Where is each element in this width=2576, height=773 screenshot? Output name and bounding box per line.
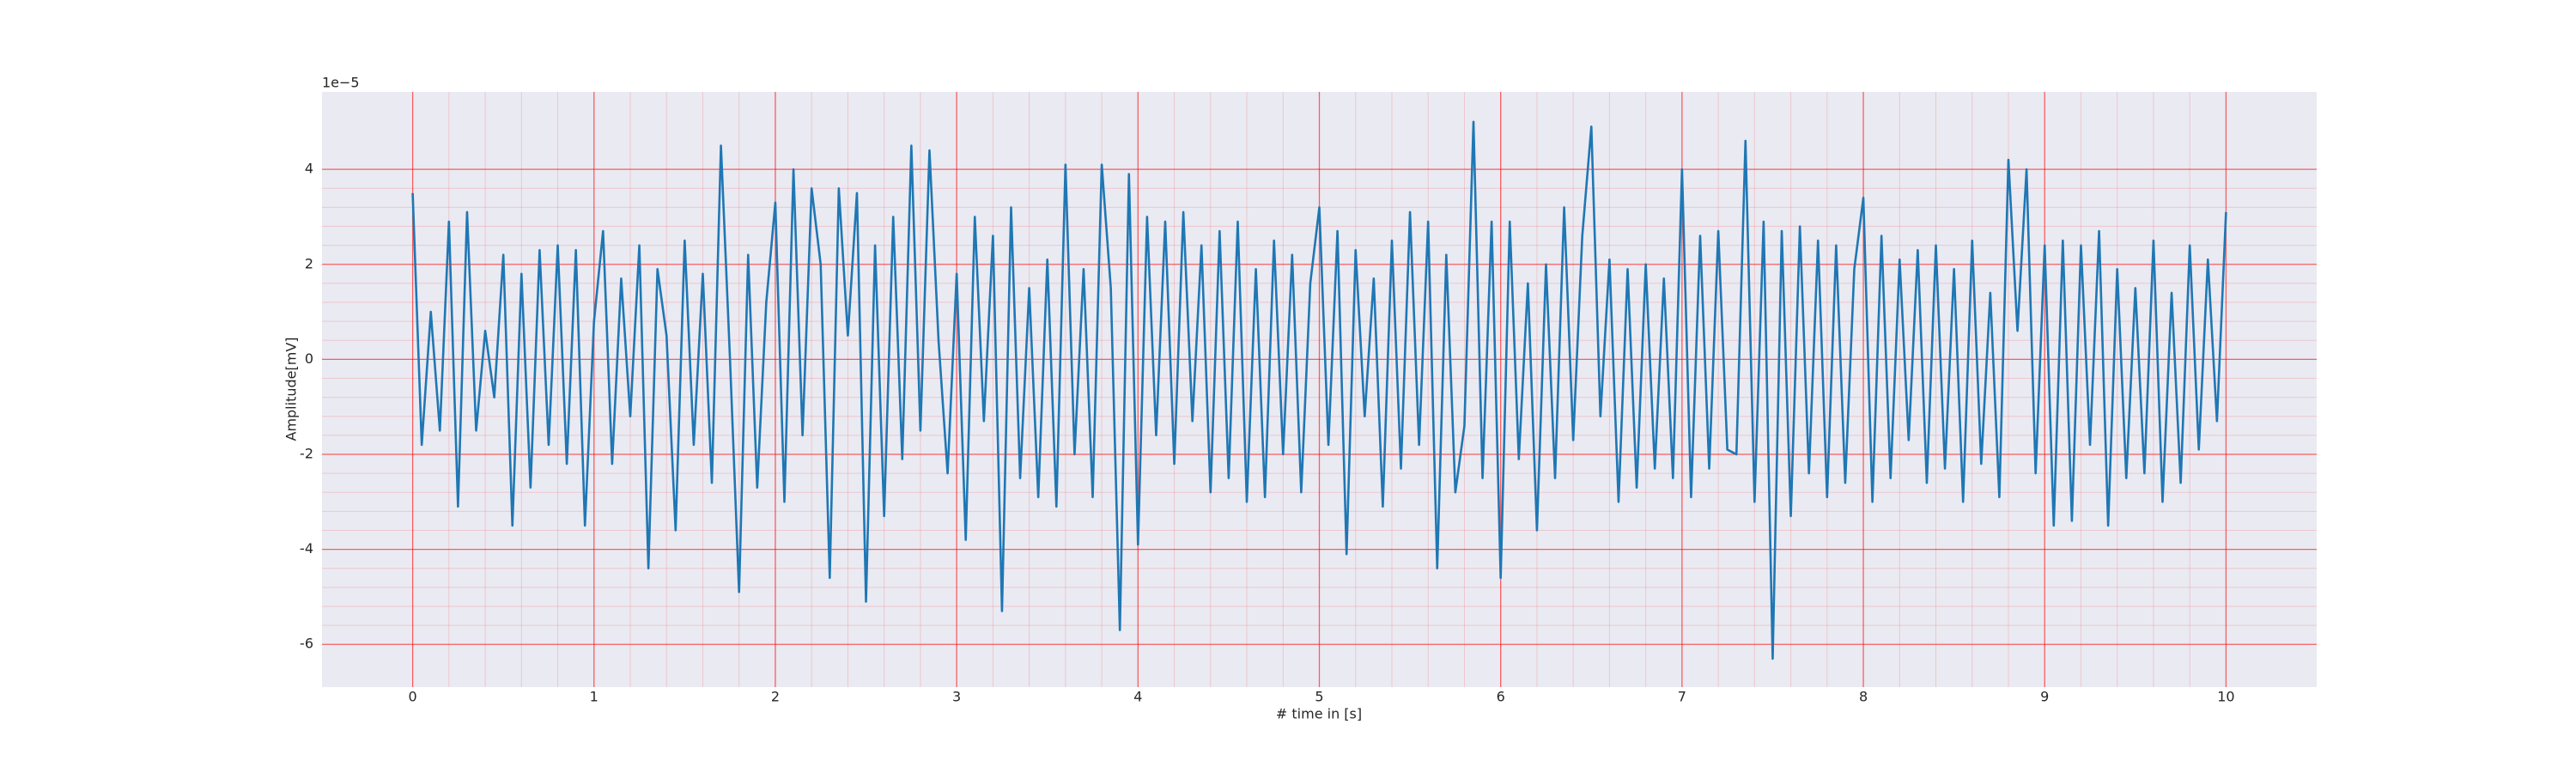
x-tick-label: 1 [590, 689, 598, 705]
x-tick-label: 10 [2217, 689, 2234, 705]
y-axis-label: Amplitude[mV] [283, 337, 300, 441]
x-tick-label: 9 [2040, 689, 2049, 705]
y-offset-label: 1e−5 [322, 75, 360, 91]
y-tick-label: 0 [305, 350, 313, 367]
x-tick-label: 8 [1859, 689, 1868, 705]
y-tick-label: -4 [300, 540, 313, 557]
x-tick-label: 4 [1133, 689, 1142, 705]
x-tick-label: 3 [952, 689, 961, 705]
x-tick-label: 7 [1678, 689, 1686, 705]
x-tick-label: 0 [408, 689, 416, 705]
y-tick-label: -2 [300, 445, 313, 461]
y-tick-label: 4 [305, 161, 313, 177]
series-line [411, 120, 2227, 660]
x-tick-label: 2 [771, 689, 780, 705]
x-tick-label: 6 [1497, 689, 1505, 705]
y-tick-label: -6 [300, 636, 313, 652]
y-tick-label: 2 [305, 255, 313, 271]
x-axis-label: # time in [s] [1276, 706, 1362, 722]
x-tick-label: 5 [1315, 689, 1323, 705]
